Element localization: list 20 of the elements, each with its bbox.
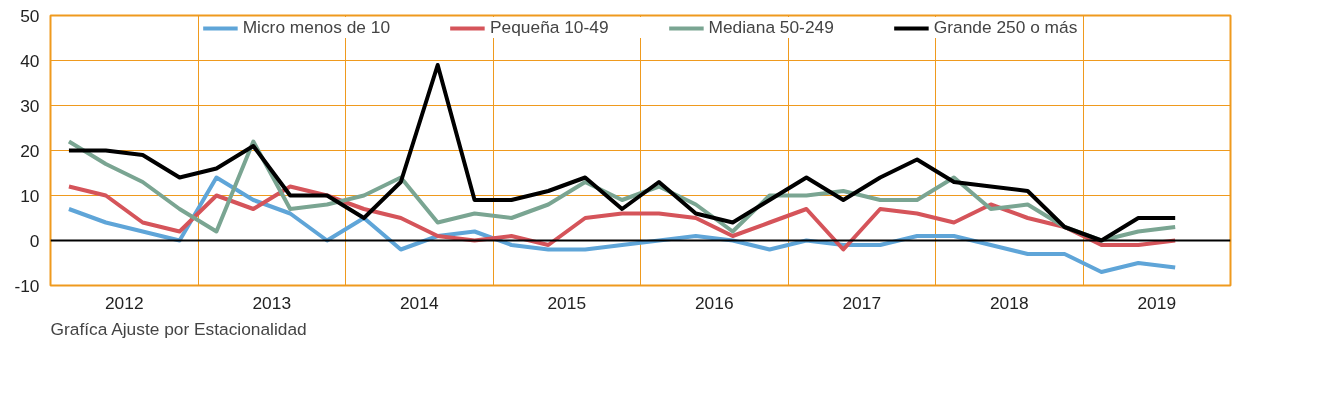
y-tick-label: 50 (20, 5, 40, 26)
text: Grafíca Ajuste por Estacionalidad (50, 318, 307, 339)
legend-label: Grande 250 o más (933, 17, 1078, 38)
y-tick-label: 20 (20, 140, 40, 161)
y-tick-label: 40 (20, 50, 40, 71)
x-tick-label: 2014 (399, 292, 439, 313)
legend-label: Pequeña 10-49 (490, 17, 609, 38)
x-tick-label: 2016 (694, 292, 734, 313)
x-tick-label: 2012 (104, 292, 144, 313)
y-tick-label: 10 (20, 185, 40, 206)
x-tick-label: 2013 (252, 292, 292, 313)
y-tick-label: -10 (14, 275, 40, 296)
y-tick-label: 30 (20, 95, 40, 116)
x-tick-label: 2019 (1137, 292, 1177, 313)
y-tick-label: 0 (29, 230, 40, 251)
x-tick-label: 2017 (842, 292, 882, 313)
legend-label: Micro menos de 10 (242, 17, 391, 38)
x-tick-label: 2015 (547, 292, 587, 313)
x-tick-label: 2018 (989, 292, 1029, 313)
legend-label: Mediana 50-249 (708, 17, 834, 38)
